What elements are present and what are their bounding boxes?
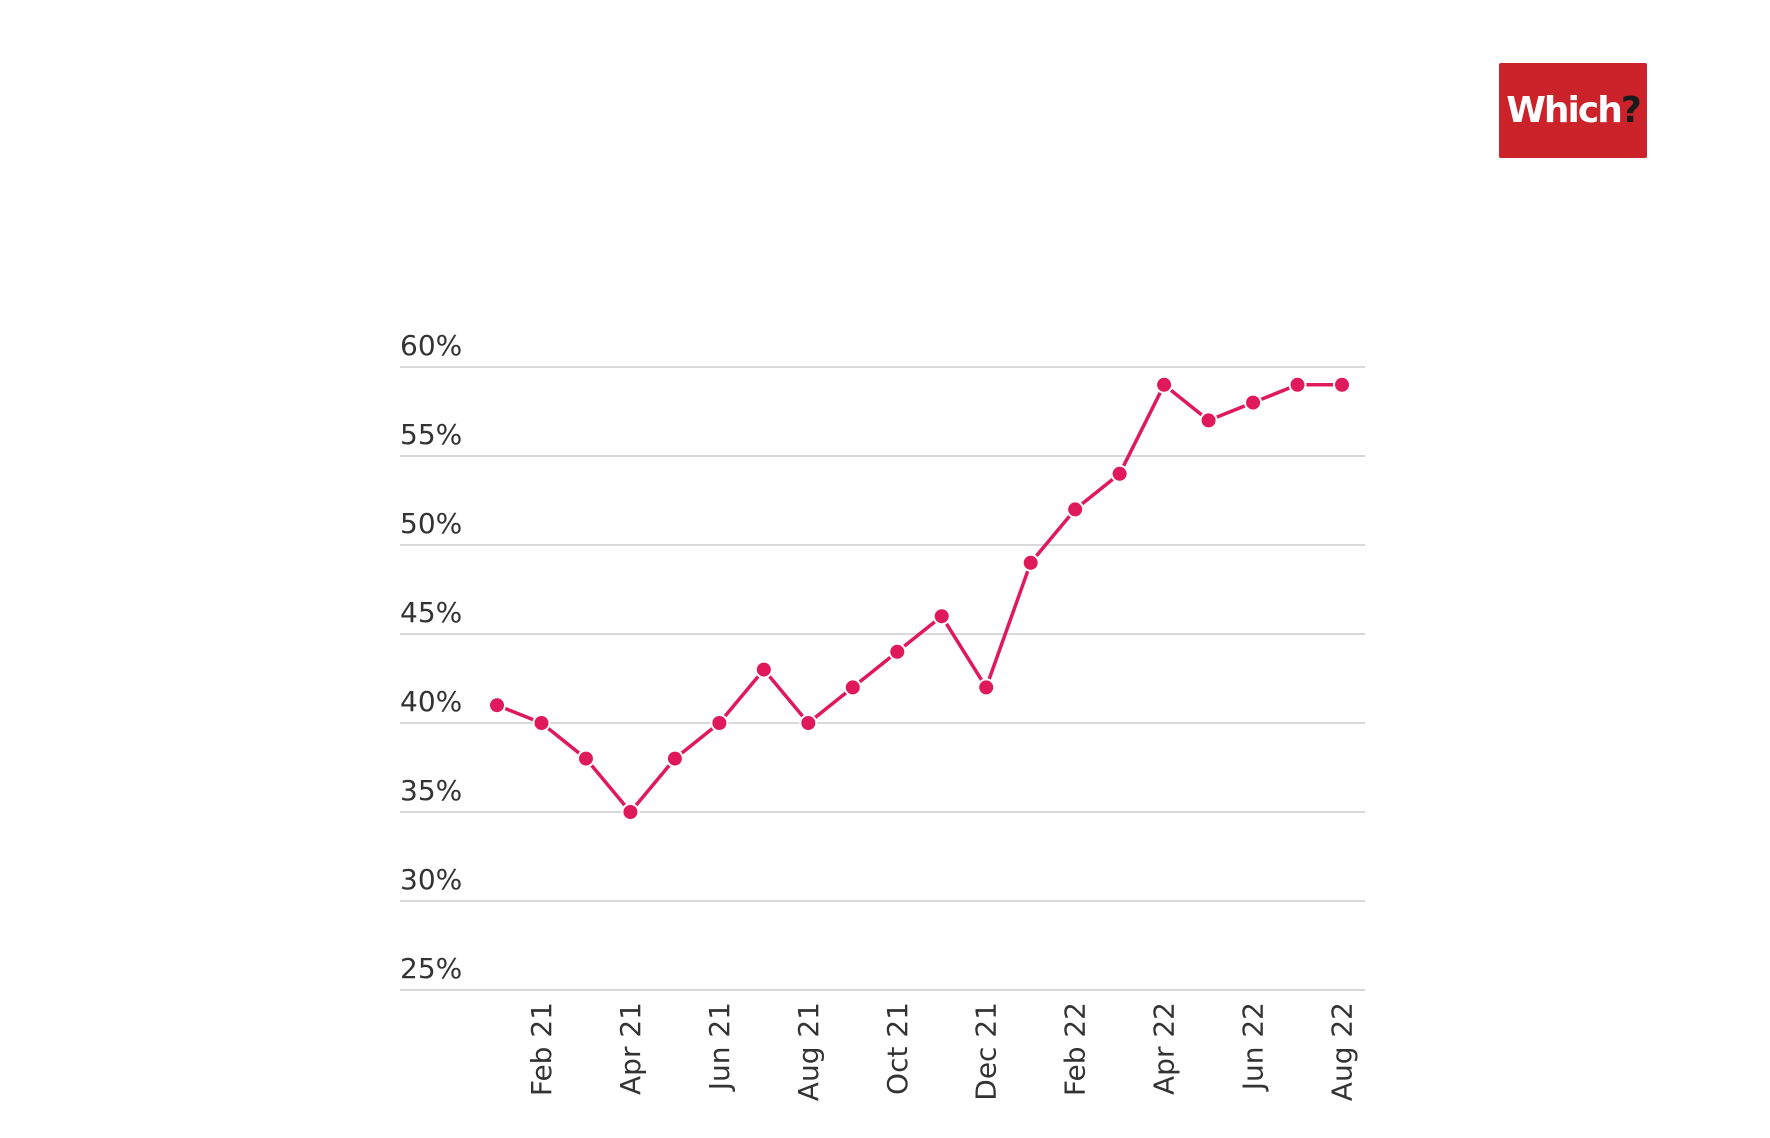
y-tick-label: 35%: [400, 774, 462, 807]
y-tick-label: 40%: [400, 685, 462, 718]
data-point: [932, 607, 951, 626]
y-tick-label: 30%: [400, 863, 462, 896]
data-point: [1066, 500, 1085, 519]
y-tick-label: 45%: [400, 596, 462, 629]
x-tick-label: Feb 22: [1059, 1002, 1092, 1096]
y-tick-label: 55%: [400, 418, 462, 451]
x-tick-label: Apr 21: [614, 1002, 647, 1095]
x-tick-label: Dec 21: [970, 1002, 1003, 1101]
data-point: [710, 714, 729, 732]
x-tick-label: Jun 21: [703, 1002, 736, 1092]
data-point: [532, 714, 551, 732]
data-point: [1110, 464, 1129, 483]
y-tick-label: 50%: [400, 507, 462, 540]
which-logo: Which?: [1499, 63, 1647, 158]
data-point: [1288, 375, 1307, 394]
data-point: [1199, 411, 1218, 430]
data-point: [576, 749, 595, 768]
data-point: [977, 678, 996, 697]
x-tick-label: Aug 22: [1326, 1002, 1359, 1101]
data-point: [1333, 375, 1351, 394]
which-logo-question-mark: ?: [1620, 89, 1642, 131]
data-point: [888, 642, 907, 661]
y-tick-label: 60%: [400, 329, 462, 362]
x-tick-label: Oct 21: [881, 1002, 914, 1095]
data-point: [665, 749, 684, 768]
x-tick-label: Feb 21: [525, 1002, 558, 1096]
x-tick-label: Aug 21: [792, 1002, 825, 1101]
y-tick-label: 25%: [400, 952, 462, 985]
data-point: [488, 696, 506, 715]
data-point: [1155, 375, 1174, 394]
x-tick-label: Jun 22: [1237, 1002, 1270, 1092]
x-tick-label: Apr 22: [1148, 1002, 1181, 1095]
data-point: [843, 678, 862, 697]
data-point: [1021, 553, 1040, 572]
data-point: [754, 660, 773, 679]
data-point: [1244, 393, 1263, 412]
data-point: [621, 803, 640, 821]
which-logo-text: Which?: [1506, 89, 1642, 131]
series-line: [495, 383, 1344, 814]
data-point: [799, 714, 818, 732]
